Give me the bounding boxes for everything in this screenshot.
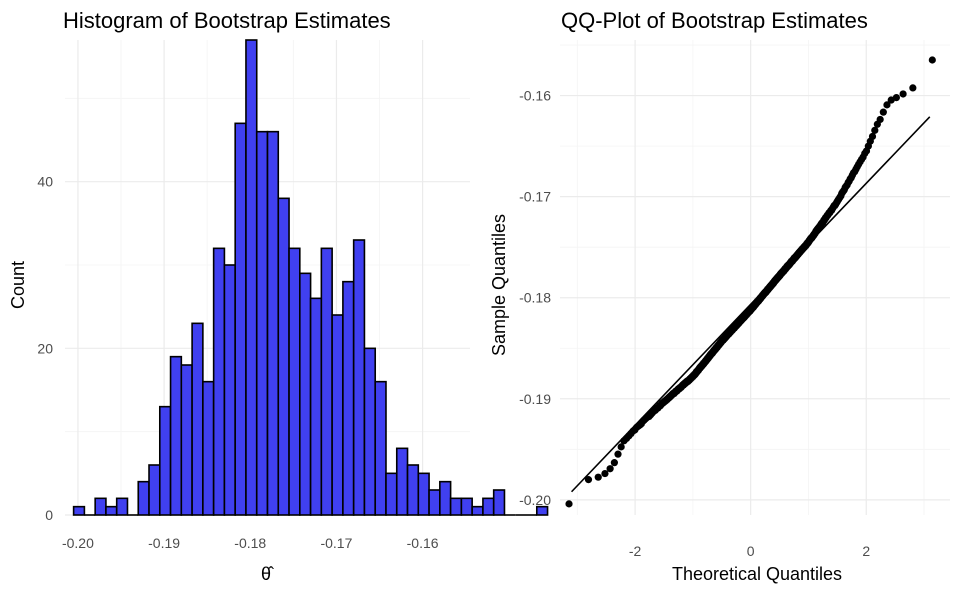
histogram-bar [535,505,549,516]
qq-y-label: Sample Quantiles [489,214,509,356]
histogram-bar [223,264,236,516]
histogram-bar [471,505,484,516]
histogram-panel: Histogram of Bootstrap Estimates -0.20 -0… [8,8,549,584]
histogram-title: Histogram of Bootstrap Estimates [63,8,391,33]
histogram-bar [352,239,366,516]
qq-x-ticks: -2 0 2 [629,543,870,559]
histogram-y-tick-label: 0 [45,507,53,523]
histogram-bar [492,489,506,516]
histogram-x-tick-label: -0.18 [234,535,266,551]
histogram-bar [299,272,312,516]
histogram-bar [482,497,495,516]
qq-y-tick-label: -0.18 [519,290,551,306]
histogram-bar [94,497,107,516]
histogram-bar [169,355,183,516]
histogram-x-ticks: -0.20 -0.19 -0.18 -0.17 -0.16 [62,535,439,551]
histogram-bar [439,480,452,516]
qq-x-tick-label: -2 [629,543,642,559]
histogram-x-tick-label: -0.17 [320,535,352,551]
qq-point [876,115,884,124]
qq-point [899,90,907,98]
histogram-bars [72,39,549,516]
qq-points [565,56,936,508]
histogram-bar [158,405,172,516]
qq-point [601,469,609,478]
histogram-bar [266,130,280,516]
histogram-bar [180,364,193,516]
qq-y-tick-label: -0.17 [519,189,551,205]
histogram-bar [385,472,398,516]
qq-point [594,473,602,481]
qq-point [892,94,900,102]
qq-x-tick-label: 0 [747,543,755,559]
histogram-bar [417,472,430,516]
qq-y-tick-label: -0.19 [519,391,551,407]
histogram-bar [309,297,323,516]
qq-point [584,476,593,484]
histogram-bar [428,489,441,516]
histogram-x-label: θ̂ [261,564,274,584]
qq-point [868,132,877,141]
histogram-x-tick-label: -0.20 [62,535,94,551]
qq-point [614,450,622,458]
histogram-x-tick-label: -0.19 [148,535,180,551]
histogram-bar [212,247,226,516]
histogram-bar [191,322,204,516]
histogram-y-ticks: 0 20 40 [37,174,53,523]
qq-y-tick-label: -0.16 [519,88,551,104]
qq-plot-title: QQ-Plot of Bootstrap Estimates [561,8,868,33]
histogram-bar [255,130,269,516]
qq-x-label: Theoretical Quantiles [672,564,842,584]
qq-point [883,101,891,109]
histogram-y-tick-label: 40 [37,174,53,190]
histogram-bar [320,247,333,516]
qq-point [610,459,618,467]
histogram-bar [374,380,387,516]
histogram-bar [72,505,86,516]
qq-y-tick-label: -0.20 [519,492,551,508]
qq-point [879,108,887,116]
histogram-bar [395,447,409,516]
histogram-bar [137,480,150,516]
histogram-y-label: Count [8,261,28,309]
histogram-bar [449,497,463,516]
histogram-x-tick-label: -0.16 [407,535,439,551]
histogram-bar [234,122,247,516]
qq-y-ticks: -0.20 -0.19 -0.18 -0.17 -0.16 [519,88,551,508]
qq-point [606,465,614,473]
histogram-bar [363,347,377,516]
qq-plot-panel: QQ-Plot of Bootstrap Estimates -2 0 2 -0.2… [489,8,950,584]
qq-point [928,56,936,64]
histogram-bar [105,505,118,516]
histogram-bar [342,280,355,516]
histogram-bar [277,197,290,516]
qq-point [871,126,879,134]
histogram-bar [406,464,420,516]
histogram-bar [115,497,129,516]
qq-plot-grid [560,40,950,515]
histogram-y-tick-label: 20 [37,340,53,356]
histogram-bar [331,314,344,516]
qq-point [909,84,917,92]
histogram-bar [202,380,215,516]
histogram-bar [288,247,301,516]
qq-x-tick-label: 2 [862,543,870,559]
histogram-bar [460,497,473,516]
histogram-bar [148,464,161,516]
qq-point [565,500,573,508]
histogram-bar [245,39,258,516]
qq-point [617,443,625,451]
